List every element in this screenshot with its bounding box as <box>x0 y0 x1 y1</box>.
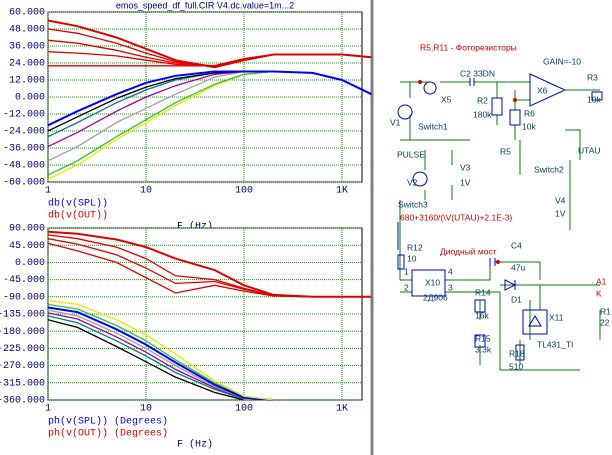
probes <box>418 80 517 264</box>
y-tick-label: 0.000 <box>15 93 45 104</box>
label: C4 <box>511 240 522 250</box>
label: X6 <box>537 85 548 95</box>
label: 10 <box>407 253 417 263</box>
y-tick-label: -90.000 <box>3 292 45 303</box>
y-tick-label: -60.000 <box>3 178 45 189</box>
y-tick-label: 48.000 <box>9 25 45 36</box>
series-line <box>47 315 245 400</box>
label: K <box>596 288 602 298</box>
legend-entry: db(v(OUT)) <box>48 210 108 222</box>
label: R6 <box>524 108 535 118</box>
y-tick-label: 0.000 <box>15 258 45 269</box>
y-tick-label: -270.000 <box>0 361 45 372</box>
x-tick-label: 100 <box>235 404 253 415</box>
label: 180k <box>473 109 492 119</box>
label: R2 <box>477 95 488 105</box>
y-tick-label: -45.000 <box>3 275 45 286</box>
legend-entry: ph(v(SPL)) (Degrees) <box>48 416 168 428</box>
series-line <box>47 312 245 400</box>
schematic: R5,R11 - Фоторезисторы C2 33DN GAIN=-10 … <box>390 42 611 371</box>
legend-entry: db(v(SPL)) <box>48 198 108 210</box>
label: R14 <box>475 287 491 297</box>
label: Switch3 <box>398 199 428 209</box>
label: 16k <box>475 310 489 320</box>
series-line <box>47 230 372 298</box>
x-tick-label: 100 <box>235 186 253 197</box>
label: V3 <box>460 162 471 172</box>
series-line <box>47 70 274 176</box>
x-tick-label: 10 <box>140 404 152 415</box>
label: 47u <box>511 262 525 272</box>
y-tick-label: -24.000 <box>3 127 45 138</box>
label: 510 <box>509 361 523 371</box>
y-tick-label: -36.000 <box>3 144 45 155</box>
label: 3 <box>448 282 453 292</box>
label: R12 <box>407 242 423 252</box>
x-tick-label: 1 <box>45 186 51 197</box>
y-tick-label: 24.000 <box>9 59 45 70</box>
series-line <box>47 306 274 401</box>
label: 1 <box>404 266 409 276</box>
label: A1 <box>596 276 607 286</box>
window-title: emos_speed_df_full.CIR V4.dc.value=1m...… <box>116 0 294 10</box>
label: X10 <box>425 277 440 287</box>
label: PULSE <box>397 149 425 159</box>
label: D1 <box>511 294 522 304</box>
x-tick-label: 1K <box>336 186 348 197</box>
label: 10k <box>522 121 536 131</box>
x-axis-label: F (Hz) <box>177 439 213 451</box>
label: 2Д906 <box>423 292 448 302</box>
y-tick-label: 45.000 <box>9 241 45 252</box>
label: R5,R11 - Фоторезисторы <box>420 42 517 52</box>
y-tick-label: -360.000 <box>0 396 45 407</box>
y-tick-label: -315.000 <box>0 378 45 389</box>
label: R1 <box>600 306 611 316</box>
y-tick-label: 60.000 <box>9 8 45 19</box>
label: R3 <box>587 72 598 82</box>
label: V2 <box>407 177 418 187</box>
y-tick-label: -180.000 <box>0 327 45 338</box>
y-tick-label: 36.000 <box>9 42 45 53</box>
y-tick-label: -225.000 <box>0 344 45 355</box>
y-tick-label: -48.000 <box>3 161 45 172</box>
label: 1V <box>555 208 566 218</box>
label: 4 <box>448 266 453 276</box>
label: Switch2 <box>534 164 564 174</box>
label: V4 <box>555 195 566 205</box>
label: R5 <box>500 146 511 156</box>
label: 3.3k <box>475 344 492 354</box>
label: TL431_TI <box>537 339 573 349</box>
label: UTAU <box>578 145 601 155</box>
label: 680+3160/(\V(UTAU)+2.1E-3) <box>400 212 512 222</box>
label: 10k <box>587 94 601 104</box>
label: V1 <box>390 117 401 127</box>
y-tick-label: -135.000 <box>0 310 45 321</box>
label: X5 <box>441 94 452 104</box>
label: R18 <box>509 348 525 358</box>
series-line <box>47 299 274 401</box>
label: 1V <box>460 177 471 187</box>
label: X11 <box>549 312 564 322</box>
label: GAIN=-10 <box>543 56 581 66</box>
label: 2 <box>404 282 409 292</box>
label: R15 <box>475 333 491 343</box>
series-line <box>47 19 372 69</box>
label: Диодный мост <box>440 246 497 256</box>
label: 22 <box>600 317 610 327</box>
series-line <box>47 319 245 401</box>
x-tick-label: 10 <box>140 186 152 197</box>
label: Switch1 <box>418 121 448 131</box>
label: C2 33DN <box>460 68 495 78</box>
x-tick-label: 1K <box>336 404 348 415</box>
y-tick-label: 12.000 <box>9 76 45 87</box>
x-tick-label: 1 <box>45 404 51 415</box>
y-tick-label: 90.000 <box>9 224 45 235</box>
legend-entry: ph(v(OUT)) (Degrees) <box>48 428 168 440</box>
series-line <box>47 70 372 127</box>
y-tick-label: -12.000 <box>3 110 45 121</box>
